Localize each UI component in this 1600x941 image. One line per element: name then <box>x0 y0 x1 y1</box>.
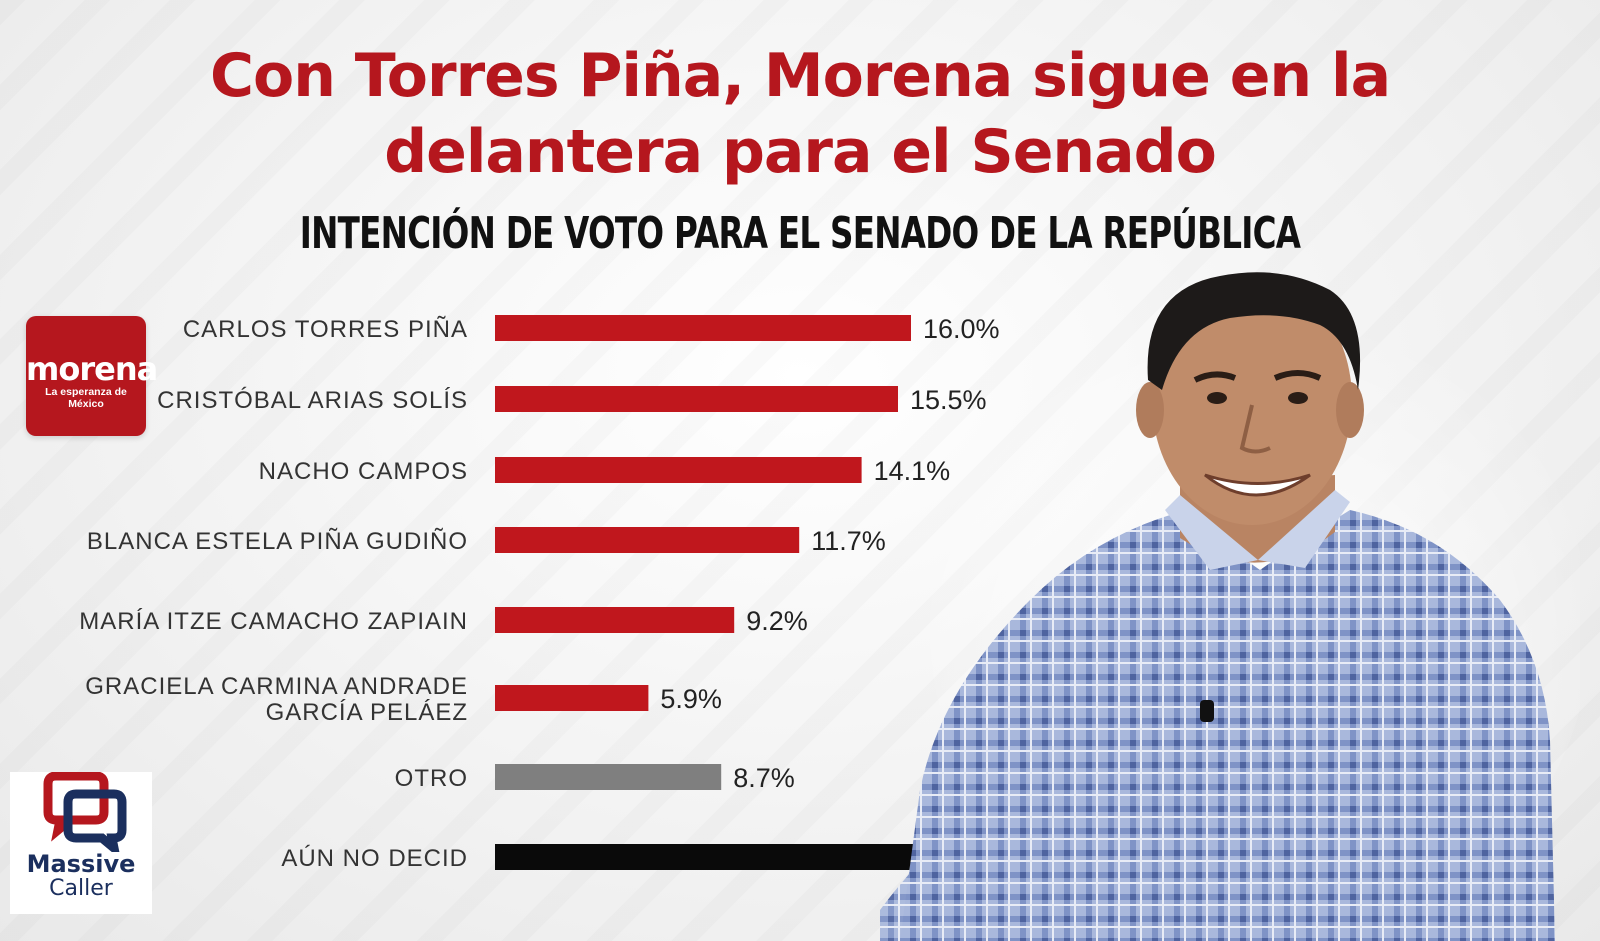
massive-caller-line-2: Caller <box>49 876 113 901</box>
morena-logo: morena La esperanza de México <box>26 316 158 436</box>
headline-line-1: Con Torres Piña, Morena sigue en la <box>209 41 1391 111</box>
category-label-0-line-0: CARLOS TORRES PIÑA <box>183 316 468 343</box>
category-label-5-line-0: GRACIELA CARMINA ANDRADE <box>85 673 468 700</box>
bar-1 <box>495 386 898 412</box>
headline-line-2: delantera para el Senado <box>384 117 1217 187</box>
candidate-arm <box>880 725 1240 941</box>
candidate-collar-left <box>1165 495 1258 570</box>
candidate-eye-right <box>1288 392 1308 404</box>
value-label-0: 16.0% <box>923 314 1000 344</box>
headline: Con Torres Piña, Morena sigue en la dela… <box>0 38 1600 190</box>
bar-7 <box>495 844 987 870</box>
lapel-microphone <box>1200 700 1214 722</box>
morena-logo-tagline: La esperanza de México <box>45 386 127 410</box>
candidate-face <box>1152 275 1352 525</box>
category-label-6-line-0: OTRO <box>395 765 468 792</box>
bar-6 <box>495 764 722 790</box>
candidate-smile <box>1204 473 1311 497</box>
candidate-brow-right <box>1273 370 1322 381</box>
category-label-1: CRISTÓBAL ARIAS SOLÍS <box>157 387 468 414</box>
bar-2 <box>495 457 862 483</box>
category-label-3: BLANCA ESTELA PIÑA GUDIÑO <box>87 528 468 555</box>
category-label-2: NACHO CAMPOS <box>259 458 468 485</box>
category-label-3-line-0: BLANCA ESTELA PIÑA GUDIÑO <box>87 528 468 555</box>
candidate-photo <box>880 272 1580 941</box>
category-label-5-line-1: GARCÍA PELÁEZ <box>266 699 468 726</box>
value-label-4: 9.2% <box>746 606 808 636</box>
value-label-1: 15.5% <box>910 385 987 415</box>
candidate-ear-right <box>1336 382 1364 438</box>
category-label-2-line-0: NACHO CAMPOS <box>259 458 468 485</box>
bar-0 <box>495 315 911 341</box>
category-label-1-line-0: CRISTÓBAL ARIAS SOLÍS <box>157 387 468 414</box>
candidate-eye-left <box>1207 392 1227 404</box>
candidate-hair <box>1147 272 1361 390</box>
morena-logo-name: morena <box>26 350 158 388</box>
value-label-3: 11.7% <box>811 526 886 556</box>
category-label-6: OTRO <box>395 765 468 792</box>
category-label-4-line-0: MARÍA ITZE CAMACHO ZAPIAIN <box>79 608 468 635</box>
candidate-collar-right <box>1258 490 1350 568</box>
candidate-nose <box>1239 404 1271 454</box>
category-label-7-line-0: AÚN NO DECID <box>281 845 468 872</box>
category-label-0: CARLOS TORRES PIÑA <box>183 316 468 343</box>
candidate-ear-left <box>1136 382 1164 438</box>
massive-caller-logo-mark <box>43 771 127 860</box>
candidate-brow-left <box>1193 371 1237 383</box>
category-label-5: GRACIELA CARMINA ANDRADE GARCÍA PELÁEZ <box>85 673 468 726</box>
category-label-4: MARÍA ITZE CAMACHO ZAPIAIN <box>79 608 468 635</box>
massive-caller-line-1: Massive <box>26 850 136 878</box>
massive-caller-logo: Massive Caller <box>10 771 152 914</box>
value-label-2: 14.1% <box>874 456 951 486</box>
candidate-shirt <box>900 510 1555 941</box>
value-label-5: 5.9% <box>660 684 722 714</box>
value-label-6: 8.7% <box>733 763 795 793</box>
chart-subtitle: INTENCIÓN DE VOTO PARA EL SENADO DE LA R… <box>299 208 1301 259</box>
category-label-7: AÚN NO DECID <box>281 845 468 872</box>
bar-4 <box>495 607 735 633</box>
bar-3 <box>495 527 800 553</box>
bar-5 <box>495 685 649 711</box>
